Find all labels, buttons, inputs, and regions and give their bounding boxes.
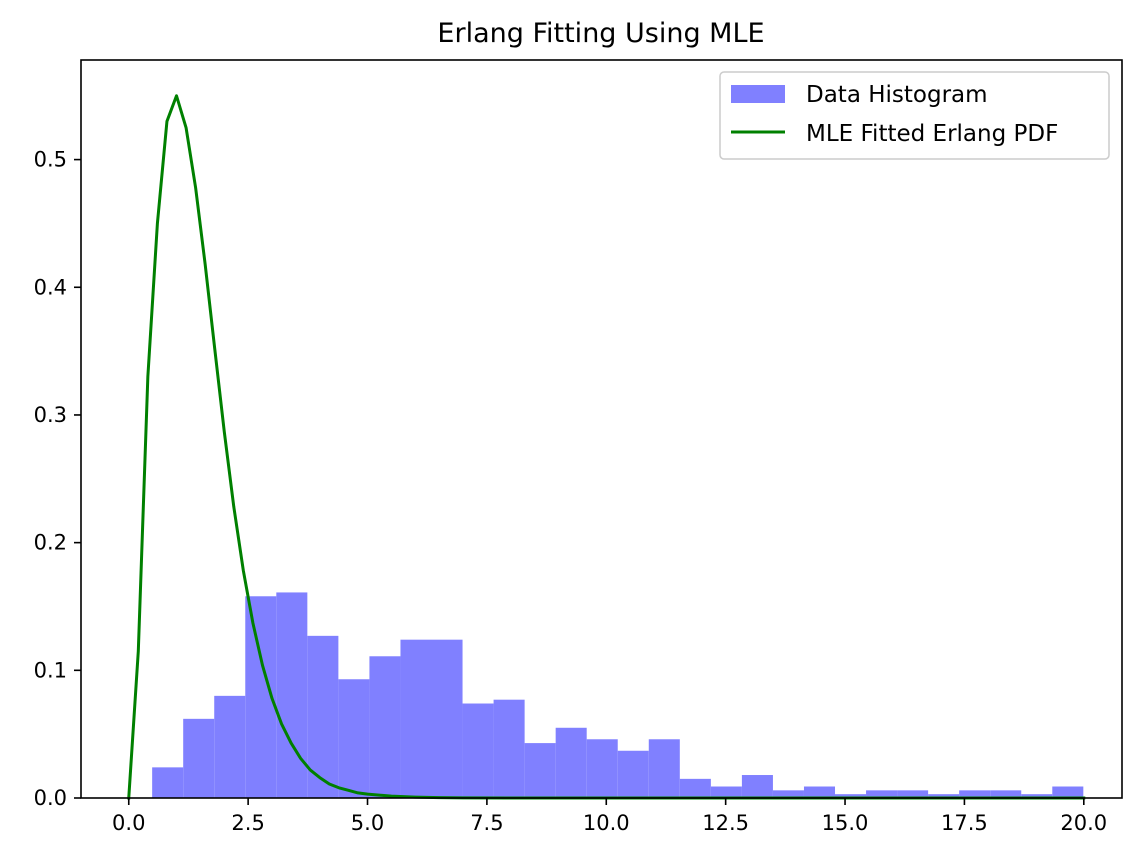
x-tick-label-1: 2.5: [231, 811, 264, 835]
histogram-bar-25: [928, 794, 960, 798]
histogram-bar-4: [276, 592, 308, 798]
histogram-bar-8: [400, 639, 432, 798]
x-tick-label-6: 15.0: [822, 811, 869, 835]
histogram-bar-6: [338, 679, 370, 798]
x-tick-label-7: 17.5: [941, 811, 988, 835]
axes-frame: [80, 59, 1123, 799]
histogram-bars: [152, 592, 1084, 798]
x-tick-label-0: 0.0: [112, 811, 145, 835]
chart-title: Erlang Fitting Using MLE: [437, 18, 764, 49]
histogram-bar-22: [835, 794, 867, 798]
legend-histogram-swatch: [731, 85, 785, 103]
histogram-bar-7: [369, 656, 401, 798]
histogram-bar-14: [586, 739, 618, 798]
x-axis-ticks: 0.0 2.5 5.0 7.5 10.0 12.5 15.0 17.5 20.0: [112, 798, 1107, 835]
x-tick-label-4: 10.0: [583, 811, 630, 835]
histogram-bar-0: [152, 767, 184, 798]
histogram-bar-9: [431, 639, 463, 798]
x-tick-label-8: 20.0: [1060, 811, 1107, 835]
histogram-bar-1: [183, 718, 215, 798]
y-tick-label-5: 0.5: [34, 148, 67, 172]
y-tick-label-0: 0.0: [34, 786, 67, 810]
x-tick-label-5: 12.5: [702, 811, 749, 835]
legend: Data Histogram MLE Fitted Erlang PDF: [719, 71, 1110, 160]
histogram-bar-28: [1021, 794, 1053, 798]
x-tick-label-3: 7.5: [470, 811, 503, 835]
y-tick-label-4: 0.4: [34, 275, 67, 299]
histogram-bar-12: [524, 743, 556, 798]
histogram-bar-15: [617, 750, 649, 798]
histogram-bar-18: [710, 786, 742, 798]
histogram-bar-17: [679, 778, 711, 798]
y-tick-label-2: 0.2: [34, 531, 67, 555]
histogram-bar-16: [648, 739, 680, 798]
histogram-bar-24: [897, 790, 929, 798]
legend-pdf-label: MLE Fitted Erlang PDF: [806, 121, 1058, 147]
histogram-bar-29: [1052, 786, 1084, 798]
histogram-bar-2: [214, 695, 246, 798]
legend-histogram-label: Data Histogram: [806, 82, 988, 108]
histogram-bar-21: [803, 786, 836, 798]
histogram-bar-5: [307, 635, 339, 798]
histogram-bar-27: [990, 790, 1022, 798]
histogram-bar-13: [555, 727, 587, 798]
histogram-bar-20: [772, 790, 804, 798]
histogram-bar-11: [493, 699, 525, 798]
y-axis-ticks: 0.0 0.1 0.2 0.3 0.4 0.5: [34, 148, 81, 810]
y-tick-label-3: 0.3: [34, 403, 67, 427]
histogram-bar-19: [741, 775, 773, 798]
x-tick-label-2: 5.0: [351, 811, 384, 835]
histogram-bar-23: [866, 790, 898, 798]
y-tick-label-1: 0.1: [34, 658, 67, 682]
histogram-bar-10: [462, 703, 494, 798]
histogram-bar-26: [959, 790, 991, 798]
legend-box: [719, 71, 1110, 160]
